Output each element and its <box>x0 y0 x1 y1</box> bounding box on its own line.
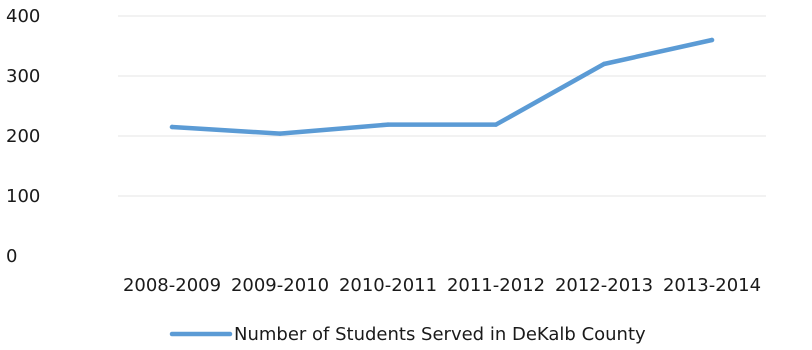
y-tick-label: 0 <box>6 246 17 267</box>
y-tick-label: 400 <box>6 6 40 27</box>
y-tick-label: 100 <box>6 186 40 207</box>
data-point <box>601 61 607 67</box>
x-axis-tick-labels: 2008-2009 2009-2010 2010-2011 2011-2012 2012… <box>123 275 761 296</box>
y-tick-label: 300 <box>6 66 40 87</box>
x-tick-label: 2009-2010 <box>231 275 329 296</box>
x-tick-label: 2010-2011 <box>339 275 437 296</box>
series-lines <box>169 37 715 136</box>
gridlines <box>118 15 766 197</box>
y-tick-label: 200 <box>6 126 40 147</box>
x-tick-label: 2008-2009 <box>123 275 221 296</box>
data-point <box>277 131 283 136</box>
data-point <box>709 37 715 43</box>
data-point <box>385 122 391 127</box>
data-point <box>169 124 175 130</box>
y-axis-tick-labels: 0 100 200 300 400 <box>6 6 40 267</box>
x-tick-label: 2012-2013 <box>555 275 653 296</box>
legend-label: Number of Students Served in DeKalb Coun… <box>234 324 646 345</box>
x-tick-label: 2011-2012 <box>447 275 545 296</box>
x-tick-label: 2013-2014 <box>663 275 761 296</box>
series-line <box>169 37 715 136</box>
legend: Number of Students Served in DeKalb Coun… <box>169 324 646 345</box>
data-point <box>493 122 499 127</box>
